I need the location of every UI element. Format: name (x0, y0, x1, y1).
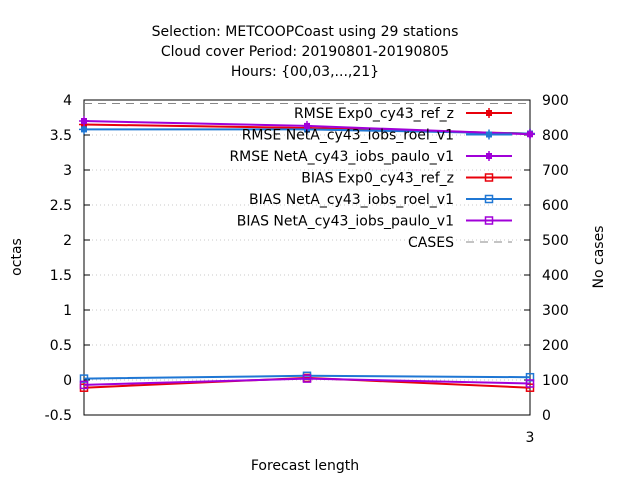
series-bias-neta-cy43-iobs-paulo-v1 (79, 374, 535, 390)
plot-frame (83, 99, 531, 416)
y2-tick-label: 900 (542, 93, 569, 109)
legend-label: RMSE NetA_cy43_iobs_paulo_v1 (229, 149, 454, 165)
legend-entry: CASES (408, 235, 512, 251)
legend-entry: BIAS NetA_cy43_iobs_paulo_v1 (237, 214, 512, 230)
chart-title: Selection: METCOOPCoast using 29 station… (152, 24, 459, 80)
y-tick-label: 1 (63, 303, 72, 319)
title-line: Cloud cover Period: 20190801-20190805 (161, 44, 449, 60)
legend-entry: BIAS Exp0_cy43_ref_z (301, 171, 512, 187)
x-axis-label: Forecast length (251, 458, 359, 474)
y-tick-label: 4 (63, 93, 72, 109)
legend-label: RMSE Exp0_cy43_ref_z (294, 106, 454, 122)
y2-tick-label: 400 (542, 268, 569, 284)
y-tick-label: 2.5 (50, 198, 72, 214)
y2-axis: 0 100 200 300 400 500 600 700 800 900 (524, 93, 569, 424)
y2-axis-label: No cases (591, 226, 607, 289)
y-tick-label: 0 (63, 373, 72, 389)
legend: RMSE Exp0_cy43_ref_z RMSE NetA_cy43_iobs_… (229, 106, 512, 251)
series-layer (79, 103, 535, 392)
y-tick-label: -0.5 (45, 408, 72, 424)
title-line: Hours: {00,03,...,21} (231, 64, 379, 80)
y2-tick-label: 800 (542, 128, 569, 144)
legend-label: BIAS NetA_cy43_iobs_roel_v1 (249, 192, 454, 208)
y-tick-label: 0.5 (50, 338, 72, 354)
y2-tick-label: 200 (542, 338, 569, 354)
data-point (484, 216, 494, 225)
data-point (484, 194, 494, 204)
legend-label: BIAS NetA_cy43_iobs_paulo_v1 (237, 214, 454, 230)
legend-entry: BIAS NetA_cy43_iobs_roel_v1 (249, 192, 512, 208)
y-tick-label: 1.5 (50, 268, 72, 284)
y2-tick-label: 0 (542, 408, 551, 424)
y2-tick-label: 700 (542, 163, 569, 179)
legend-entry: RMSE NetA_cy43_iobs_roel_v1 (242, 128, 512, 144)
y2-tick-label: 300 (542, 303, 569, 319)
series-line (83, 377, 531, 386)
x-axis: 3 (526, 409, 535, 446)
y2-tick-label: 100 (542, 373, 569, 389)
title-line: Selection: METCOOPCoast using 29 station… (152, 24, 459, 40)
legend-label: CASES (408, 235, 454, 251)
x-tick-label: 3 (526, 430, 535, 446)
y-tick-label: 3.5 (50, 128, 72, 144)
data-point (525, 379, 535, 388)
y-axis: -0.5 0 0.5 1 1.5 2 2.5 3 3.5 4 (45, 93, 90, 424)
legend-entry: RMSE NetA_cy43_iobs_paulo_v1 (229, 149, 512, 165)
series-rmse-neta-cy43-iobs-paulo-v1 (79, 116, 535, 140)
legend-label: BIAS Exp0_cy43_ref_z (301, 171, 454, 187)
legend-label: RMSE NetA_cy43_iobs_roel_v1 (242, 128, 454, 144)
y-axis-label: octas (9, 238, 25, 276)
y-tick-label: 2 (63, 233, 72, 249)
y2-tick-label: 600 (542, 198, 569, 214)
y2-tick-label: 500 (542, 233, 569, 249)
y-tick-label: 3 (63, 163, 72, 179)
data-point (484, 173, 494, 182)
data-point (302, 374, 312, 383)
legend-entry: RMSE Exp0_cy43_ref_z (294, 106, 512, 122)
data-point (79, 380, 89, 390)
